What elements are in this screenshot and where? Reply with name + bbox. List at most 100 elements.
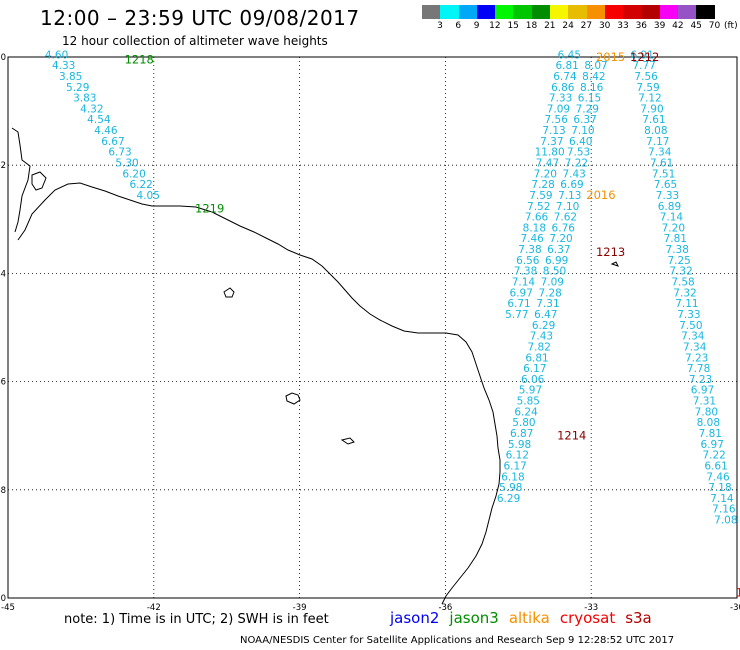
wave-height-value: 4.32 <box>80 103 103 115</box>
wave-height-value: 7.59 <box>529 190 552 202</box>
x-tick-label: -39 <box>293 603 307 613</box>
legend-jason2: jason2 <box>390 609 440 627</box>
wave-height-value: 7.51 <box>652 168 675 180</box>
color-scale-label: 70 <box>708 21 721 31</box>
color-scale-label: 45 <box>690 21 702 31</box>
wave-height-value: 7.20 <box>534 168 557 180</box>
wave-height-value: 7.18 <box>708 482 731 494</box>
wave-height-value: 6.06 <box>521 374 545 386</box>
y-tick-label: -4 <box>0 269 6 279</box>
pass-time-label: 2015 <box>596 50 625 64</box>
wave-height-value: 7.12 <box>638 93 661 105</box>
wave-height-value: 7.38 <box>666 244 689 256</box>
wave-height-value: 6.86 <box>551 82 575 94</box>
color-swatch <box>604 5 624 19</box>
pass-time-label: 2016 <box>586 188 615 202</box>
wave-height-value: 7.78 <box>687 363 710 375</box>
wave-height-value: 6.18 <box>501 471 524 483</box>
wave-height-value: 7.43 <box>530 331 553 343</box>
color-swatch <box>641 5 660 19</box>
color-scale-label: 9 <box>473 21 480 31</box>
time-labels: 1218121920151212174720161213174612141745… <box>125 50 740 600</box>
wave-height-value: 7.37 <box>540 136 563 148</box>
wave-height-value: 5.80 <box>512 417 535 429</box>
wave-height-value: 4.33 <box>52 60 75 72</box>
wave-height-value: 5.29 <box>66 82 89 94</box>
wave-height-value: 6.61 <box>704 460 727 472</box>
wave-height-value: 5.85 <box>517 396 540 408</box>
wave-height-value: 6.71 <box>507 298 530 310</box>
wave-height-value: 6.91 <box>631 49 654 61</box>
satellite-legend: jason2 jason3 altika cryosat s3a <box>390 609 652 627</box>
wave-height-value: 7.14 <box>512 277 536 289</box>
wave-height-value: 7.17 <box>646 136 669 148</box>
wave-height-value: 8.16 <box>580 82 604 94</box>
wave-height-value: 7.29 <box>576 103 599 115</box>
wave-height-value: 7.66 <box>525 212 549 224</box>
wave-height-value: 7.22 <box>565 157 588 169</box>
wave-height-value: 8.50 <box>543 266 566 278</box>
wave-height-value: 7.58 <box>671 277 694 289</box>
wave-height-value: 7.14 <box>710 493 734 505</box>
wave-height-value: 7.56 <box>634 71 658 83</box>
color-swatch <box>531 5 551 19</box>
wave-height-value: 7.50 <box>679 320 702 332</box>
wave-height-value: 7.32 <box>669 266 692 278</box>
wave-height-value: 7.38 <box>514 266 537 278</box>
wave-height-value: 7.56 <box>545 114 569 126</box>
wave-height-value: 7.23 <box>685 352 708 364</box>
pass-time-label: 1218 <box>125 53 154 67</box>
color-scale-bar <box>422 5 715 19</box>
island-5 <box>610 261 619 267</box>
wave-height-value: 8.07 <box>584 60 607 72</box>
wave-height-value: 6.22 <box>129 179 152 191</box>
wave-height-value: 7.23 <box>689 374 712 386</box>
wave-height-value: 6.29 <box>497 493 520 505</box>
altimeter-tracks: 4.604.333.855.293.834.324.544.466.676.73… <box>45 49 738 526</box>
color-swatch <box>678 5 697 19</box>
wave-height-value: 4.54 <box>87 114 111 126</box>
map-grid: -45 -42 -39 -36 -33 -30 0 -2 -4 -6 -8 -10 <box>0 53 740 613</box>
wave-height-value: 8.18 <box>523 222 546 234</box>
x-tick-label: -42 <box>147 603 161 613</box>
wave-height-value: 7.52 <box>527 201 550 213</box>
wave-height-value: 7.33 <box>549 93 572 105</box>
wave-height-value: 6.97 <box>691 385 714 397</box>
wave-height-value: 6.99 <box>545 255 568 267</box>
wave-height-value: 3.85 <box>59 71 82 83</box>
x-tick-label: -30 <box>730 603 740 613</box>
wave-height-value: 6.69 <box>560 179 583 191</box>
coastline-main <box>17 182 501 605</box>
wave-height-value: 7.47 <box>536 157 559 169</box>
wave-height-value: 4.46 <box>94 125 118 137</box>
wave-height-value: 7.20 <box>549 233 572 245</box>
wave-height-value: 8.08 <box>644 125 667 137</box>
map-frame <box>7 56 738 599</box>
color-swatch <box>476 5 496 19</box>
pass-time-label: 1219 <box>195 201 224 215</box>
wave-height-value: 7.80 <box>695 406 718 418</box>
wave-height-value: 6.17 <box>523 363 546 375</box>
color-scale-label: 36 <box>635 21 648 31</box>
x-tick-label: -36 <box>438 603 452 613</box>
color-scale-label: 42 <box>672 21 684 31</box>
wave-height-value: 6.45 <box>558 49 581 61</box>
x-tick-label: -33 <box>584 603 598 613</box>
wave-height-value: 6.37 <box>573 114 596 126</box>
wave-height-value: 7.59 <box>636 82 659 94</box>
map-title: 12:00 – 23:59 UTC 09/08/2017 <box>40 6 360 30</box>
wave-height-value: 7.31 <box>693 396 716 408</box>
legend-altika: altika <box>508 609 550 627</box>
color-swatch <box>550 5 569 19</box>
wave-height-value: 5.98 <box>499 482 522 494</box>
wave-height-value: 7.34 <box>683 341 707 353</box>
wave-height-value: 11.80 <box>535 147 565 159</box>
wave-height-value: 4.05 <box>137 190 160 202</box>
color-swatch <box>696 5 715 19</box>
wave-height-value: 6.81 <box>555 60 578 72</box>
wave-height-value: 6.20 <box>122 168 145 180</box>
wave-height-value: 6.40 <box>569 136 592 148</box>
color-swatch <box>458 5 477 19</box>
color-scale-label: 12 <box>489 21 501 31</box>
wave-height-value: 7.38 <box>518 244 541 256</box>
